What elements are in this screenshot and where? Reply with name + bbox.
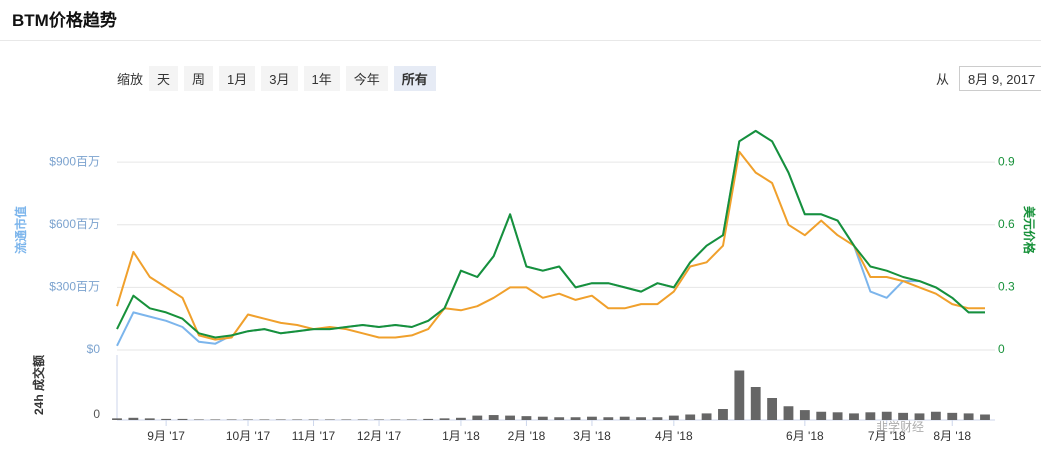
zoom-button[interactable]: 1月	[219, 66, 256, 91]
x-tick-label: 7月 '18	[868, 429, 906, 443]
y2-tick-label: 0	[998, 342, 1005, 356]
volume-bar	[914, 413, 925, 420]
watermark: 韭学财经	[876, 419, 924, 434]
series-line	[116, 150, 985, 341]
volume-bar	[292, 419, 303, 420]
volume-bar	[472, 415, 483, 420]
volume-bar	[799, 410, 810, 420]
zoom-button[interactable]: 周	[184, 66, 214, 91]
volume-bar	[603, 417, 614, 420]
zoom-button[interactable]: 今年	[345, 66, 388, 91]
y2-tick-label: 0.6	[998, 217, 1015, 231]
x-tick-label: 10月 '17	[226, 429, 271, 443]
volume-bar	[324, 419, 335, 420]
volume-bar	[357, 419, 368, 420]
x-tick-label: 6月 '18	[786, 429, 824, 443]
volume-tick-label: 0	[93, 407, 100, 421]
volume-bar	[701, 413, 712, 420]
volume-bar	[406, 419, 417, 420]
volume-bar	[750, 387, 761, 420]
zoom-button[interactable]: 3月	[261, 66, 298, 91]
volume-bar	[767, 398, 778, 420]
volume-bar	[390, 419, 401, 420]
volume-bar	[439, 418, 450, 420]
volume-bar	[341, 419, 352, 420]
y-axis-title: 流通市值	[13, 206, 28, 254]
volume-bar	[816, 411, 827, 420]
volume-bar	[963, 413, 974, 420]
volume-bar	[636, 417, 646, 420]
volume-bar	[718, 409, 728, 420]
x-tick-label: 11月 '17	[292, 429, 336, 443]
volume-bar	[275, 419, 286, 420]
volume-bar	[898, 412, 909, 420]
volume-bar	[226, 419, 237, 420]
divider	[0, 40, 1041, 41]
volume-bar	[423, 418, 434, 420]
volume-bar	[243, 419, 253, 420]
zoom-button[interactable]: 所有	[393, 66, 436, 91]
volume-bar	[161, 418, 172, 420]
series-line	[116, 129, 985, 339]
volume-bar	[652, 417, 663, 420]
volume-bar	[668, 415, 679, 420]
volume-bar	[112, 418, 122, 420]
volume-bar	[570, 417, 581, 420]
range-from[interactable]: 8月 9, 2017	[959, 66, 1041, 91]
x-tick-label: 3月 '18	[573, 429, 611, 443]
volume-bar	[734, 370, 745, 420]
volume-bar	[832, 412, 843, 420]
volume-bar	[128, 417, 139, 420]
volume-bar	[865, 412, 876, 420]
zoom-label: 缩放	[117, 72, 144, 87]
volume-bar	[881, 411, 892, 420]
volume-bar	[619, 416, 630, 420]
volume-bar	[980, 414, 990, 420]
volume-title: 24h 成交额	[31, 355, 46, 415]
x-tick-label: 8月 '18	[933, 429, 971, 443]
x-tick-label: 12月 '17	[357, 429, 402, 443]
zoom-button[interactable]: 天	[149, 66, 179, 91]
x-tick-label: 4月 '18	[655, 429, 693, 443]
range-label: 从	[936, 72, 950, 87]
x-tick-label: 9月 '17	[147, 429, 185, 443]
volume-bar	[259, 419, 270, 420]
volume-bar	[177, 418, 188, 420]
y-tick-label: $0	[87, 342, 101, 356]
x-tick-label: 2月 '18	[508, 429, 546, 443]
volume-bar	[783, 406, 794, 420]
volume-bar	[587, 416, 597, 420]
range: 从 8月 9, 2017	[936, 66, 1041, 91]
volume-bar	[947, 412, 958, 420]
x-tick-label: 1月 '18	[442, 429, 480, 443]
volume-bar	[210, 419, 221, 420]
volume-bar	[554, 417, 565, 420]
page-title: BTM价格趋势	[12, 11, 117, 30]
volume-bar	[193, 419, 204, 420]
volume-bar	[521, 416, 532, 420]
zoom-button[interactable]: 1年	[303, 66, 340, 91]
y2-tick-label: 0.9	[998, 154, 1015, 168]
y2-tick-label: 0.3	[998, 280, 1015, 294]
volume-bar	[488, 415, 499, 420]
volume-bar	[456, 417, 466, 420]
volume-bar	[505, 415, 515, 420]
volume-bar	[930, 411, 941, 420]
y2-axis-title: 美元价格	[1022, 206, 1037, 255]
volume-bar	[537, 416, 548, 420]
volume-bar	[685, 414, 696, 420]
volume-bar	[144, 418, 155, 420]
y-tick-label: $900百万	[49, 154, 100, 168]
zoom-bar: 缩放天周 1月 3月 1年 今年 所有	[117, 66, 436, 91]
volume-bar	[374, 419, 384, 420]
y-tick-label: $300百万	[49, 280, 100, 294]
series-line	[116, 129, 985, 347]
volume-bar	[308, 419, 319, 420]
y-tick-label: $600百万	[49, 217, 100, 231]
volume-bar	[849, 413, 859, 420]
